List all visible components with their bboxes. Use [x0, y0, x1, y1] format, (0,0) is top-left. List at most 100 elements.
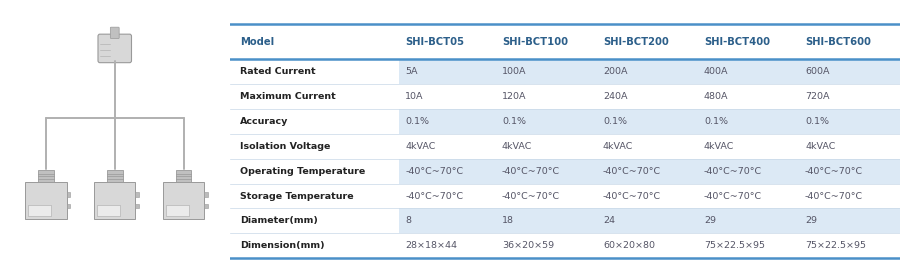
Bar [400, 159, 496, 183]
Bar [135, 204, 139, 208]
Bar [67, 193, 70, 197]
Text: Storage Temperature: Storage Temperature [239, 192, 354, 200]
Bar [230, 84, 400, 109]
Text: 100A: 100A [502, 67, 526, 76]
Bar [698, 109, 799, 134]
Bar [597, 84, 698, 109]
Bar [496, 233, 597, 258]
Bar [698, 183, 799, 208]
Bar [230, 233, 400, 258]
FancyBboxPatch shape [98, 34, 131, 63]
Bar [597, 208, 698, 233]
Text: 4kVAC: 4kVAC [704, 142, 734, 151]
Bar [400, 84, 496, 109]
Bar [496, 84, 597, 109]
Bar [496, 134, 597, 159]
Bar [67, 204, 70, 208]
Bar [698, 84, 799, 109]
Text: Model: Model [239, 37, 274, 47]
Text: 24: 24 [603, 217, 615, 225]
Bar [204, 193, 208, 197]
Text: 0.1%: 0.1% [502, 117, 526, 126]
Text: Operating Temperature: Operating Temperature [239, 167, 364, 176]
FancyBboxPatch shape [111, 27, 119, 38]
Text: 120A: 120A [502, 92, 526, 101]
Bar [230, 159, 400, 183]
Bar [597, 159, 698, 183]
Bar [799, 233, 900, 258]
Bar [166, 205, 189, 216]
Text: Isolation Voltage: Isolation Voltage [239, 142, 330, 151]
Bar [400, 183, 496, 208]
Bar [230, 183, 400, 208]
Text: 29: 29 [805, 217, 817, 225]
Bar [799, 208, 900, 233]
Text: 0.1%: 0.1% [805, 117, 829, 126]
Text: SHI-BCT100: SHI-BCT100 [502, 37, 568, 47]
Bar [496, 159, 597, 183]
Text: -40°C~70°C: -40°C~70°C [502, 167, 560, 176]
Bar [799, 59, 900, 84]
Bar [799, 24, 900, 59]
Bar [38, 170, 54, 182]
Bar [799, 134, 900, 159]
Bar [107, 170, 122, 182]
Text: 240A: 240A [603, 92, 627, 101]
FancyBboxPatch shape [25, 182, 67, 219]
Bar [799, 159, 900, 183]
Text: 400A: 400A [704, 67, 728, 76]
Text: Accuracy: Accuracy [239, 117, 288, 126]
Text: 4kVAC: 4kVAC [405, 142, 436, 151]
Bar [698, 24, 799, 59]
Text: -40°C~70°C: -40°C~70°C [805, 192, 863, 200]
Bar [597, 109, 698, 134]
Text: 28×18×44: 28×18×44 [405, 241, 457, 250]
Bar [799, 84, 900, 109]
Bar [230, 24, 400, 59]
Text: -40°C~70°C: -40°C~70°C [704, 167, 762, 176]
Text: 600A: 600A [805, 67, 830, 76]
Text: -40°C~70°C: -40°C~70°C [502, 192, 560, 200]
Bar [400, 233, 496, 258]
Bar [496, 183, 597, 208]
Bar [698, 59, 799, 84]
Text: 60×20×80: 60×20×80 [603, 241, 655, 250]
Text: 18: 18 [502, 217, 514, 225]
Text: 8: 8 [405, 217, 411, 225]
Text: 0.1%: 0.1% [704, 117, 728, 126]
Bar [176, 170, 192, 182]
Bar [597, 24, 698, 59]
Text: 5A: 5A [405, 67, 418, 76]
Bar [698, 208, 799, 233]
Text: -40°C~70°C: -40°C~70°C [805, 167, 863, 176]
Text: 29: 29 [704, 217, 716, 225]
Bar [400, 134, 496, 159]
Text: -40°C~70°C: -40°C~70°C [603, 192, 662, 200]
Text: 36×20×59: 36×20×59 [502, 241, 554, 250]
Text: SHI-BCT600: SHI-BCT600 [805, 37, 871, 47]
Text: Diameter(mm): Diameter(mm) [239, 217, 318, 225]
Text: 75×22.5×95: 75×22.5×95 [805, 241, 866, 250]
Text: SHI-BCT400: SHI-BCT400 [704, 37, 770, 47]
Bar [799, 183, 900, 208]
Bar [597, 183, 698, 208]
Bar [230, 59, 400, 84]
Text: 720A: 720A [805, 92, 830, 101]
Bar [698, 134, 799, 159]
Bar [496, 109, 597, 134]
Bar [400, 24, 496, 59]
Bar [28, 205, 51, 216]
Text: 4kVAC: 4kVAC [603, 142, 634, 151]
Bar [597, 59, 698, 84]
Bar [204, 204, 208, 208]
Text: 10A: 10A [405, 92, 424, 101]
Text: -40°C~70°C: -40°C~70°C [704, 192, 762, 200]
Text: 0.1%: 0.1% [603, 117, 627, 126]
Bar [400, 208, 496, 233]
Bar [230, 134, 400, 159]
Bar [97, 205, 120, 216]
FancyBboxPatch shape [163, 182, 204, 219]
Text: -40°C~70°C: -40°C~70°C [603, 167, 662, 176]
Text: 480A: 480A [704, 92, 728, 101]
Bar [400, 109, 496, 134]
